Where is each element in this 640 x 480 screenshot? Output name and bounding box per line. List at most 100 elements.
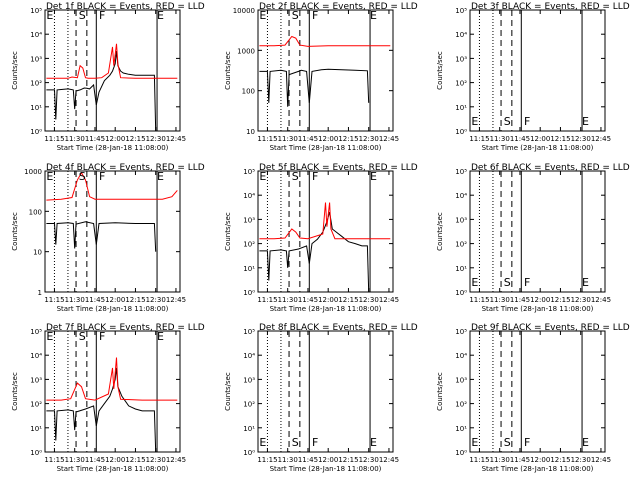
marker-label-S: S <box>504 115 511 128</box>
y-axis-label: Counts/sec <box>11 372 19 411</box>
x-tick-label: 11:15 <box>44 456 64 464</box>
y-axis-label: Counts/sec <box>436 51 444 90</box>
y-tick-label: 10¹ <box>30 425 42 433</box>
panel-title: Det 9f BLACK = Events, RED = LLD <box>471 323 630 333</box>
x-tick-label: 12:15 <box>125 135 145 143</box>
x-tick-label: 11:15 <box>257 296 277 304</box>
x-tick-label: 12:30 <box>359 135 379 143</box>
x-tick-label: 12:15 <box>125 456 145 464</box>
y-axis-label: Counts/sec <box>224 51 232 90</box>
marker-label-E: E <box>370 170 377 183</box>
x-tick-label: 12:15 <box>338 296 358 304</box>
panel-title: Det 5f BLACK = Events, RED = LLD <box>259 163 418 173</box>
x-axis-label: Start Time (28-Jan-18 11:08:00) <box>482 465 594 473</box>
x-tick-label: 12:00 <box>318 296 338 304</box>
marker-label-E: E <box>157 9 164 22</box>
x-tick-label: 12:45 <box>591 135 611 143</box>
panel-title: Det 1f BLACK = Events, RED = LLD <box>46 2 205 12</box>
y-tick-label: 10² <box>30 80 42 88</box>
y-tick-label: 10 <box>246 128 255 136</box>
plot-frame <box>469 9 606 132</box>
x-tick-label: 11:15 <box>44 135 64 143</box>
marker-label-E: E <box>46 9 53 22</box>
marker-label-F: F <box>524 436 530 449</box>
x-tick-label: 12:00 <box>530 135 550 143</box>
y-tick-label: 10000 <box>233 7 255 15</box>
y-tick-label: 10⁰ <box>243 449 255 457</box>
plot-frame <box>44 330 181 453</box>
marker-label-F: F <box>312 9 318 22</box>
y-tick-label: 10¹ <box>30 104 42 112</box>
y-tick-label: 10⁰ <box>455 128 467 136</box>
panel-title: Det 2f BLACK = Events, RED = LLD <box>259 2 418 12</box>
marker-label-S: S <box>504 436 511 449</box>
x-axis-label: Start Time (28-Jan-18 11:08:00) <box>57 465 169 473</box>
lld-series-line <box>46 171 178 201</box>
y-tick-label: 10⁴ <box>30 352 42 360</box>
x-tick-label: 12:15 <box>550 135 570 143</box>
panel-title: Det 8f BLACK = Events, RED = LLD <box>259 323 418 333</box>
y-tick-label: 10³ <box>455 376 467 384</box>
x-tick-label: 12:00 <box>318 456 338 464</box>
x-tick-label: 11:45 <box>85 296 105 304</box>
lld-series-line <box>46 43 178 79</box>
x-tick-label: 12:30 <box>146 296 166 304</box>
x-tick-label: 12:00 <box>530 296 550 304</box>
marker-label-S: S <box>504 276 511 289</box>
x-tick-label: 11:30 <box>65 135 85 143</box>
x-axis-label: Start Time (28-Jan-18 11:08:00) <box>482 305 594 313</box>
y-tick-label: 10⁵ <box>455 7 467 15</box>
y-tick-label: 10¹ <box>455 265 467 273</box>
panel-title: Det 7f BLACK = Events, RED = LLD <box>46 323 205 333</box>
x-tick-label: 12:00 <box>105 456 125 464</box>
y-tick-label: 10³ <box>243 376 255 384</box>
y-tick-label: 1 <box>38 289 42 297</box>
y-tick-label: 10⁰ <box>30 449 42 457</box>
x-tick-label: 12:15 <box>338 135 358 143</box>
x-tick-label: 11:30 <box>65 456 85 464</box>
y-tick-label: 10⁵ <box>455 328 467 336</box>
x-tick-label: 12:30 <box>359 456 379 464</box>
x-tick-label: 11:45 <box>85 135 105 143</box>
marker-label-S: S <box>79 9 86 22</box>
y-tick-label: 100 <box>29 208 42 216</box>
y-tick-label: 1000 <box>237 47 255 55</box>
panel-title: Det 6f BLACK = Events, RED = LLD <box>471 163 630 173</box>
y-tick-label: 10¹ <box>455 425 467 433</box>
marker-label-E: E <box>46 170 53 183</box>
marker-label-F: F <box>99 9 105 22</box>
x-tick-label: 11:30 <box>490 456 510 464</box>
events-series-line <box>259 211 370 293</box>
y-tick-label: 10⁴ <box>30 31 42 39</box>
marker-label-E: E <box>471 276 478 289</box>
x-tick-label: 12:45 <box>379 296 399 304</box>
x-tick-label: 12:15 <box>338 456 358 464</box>
x-tick-label: 11:15 <box>469 135 489 143</box>
x-tick-label: 12:00 <box>105 296 125 304</box>
y-tick-label: 10⁵ <box>455 168 467 176</box>
x-axis-label: Start Time (28-Jan-18 11:08:00) <box>482 144 594 152</box>
y-tick-label: 10³ <box>455 55 467 63</box>
x-tick-label: 11:30 <box>278 456 298 464</box>
plot-frame <box>44 9 181 132</box>
x-tick-label: 11:45 <box>298 135 318 143</box>
plot-frame <box>44 170 181 293</box>
y-tick-label: 10⁰ <box>455 449 467 457</box>
y-tick-label: 10³ <box>30 376 42 384</box>
x-tick-label: 11:45 <box>510 456 530 464</box>
y-tick-label: 10⁴ <box>243 352 255 360</box>
marker-label-E: E <box>259 170 266 183</box>
y-tick-label: 10⁰ <box>455 289 467 297</box>
x-tick-label: 12:00 <box>530 456 550 464</box>
marker-label-F: F <box>312 436 318 449</box>
y-tick-label: 10⁵ <box>243 328 255 336</box>
events-series-line <box>46 367 157 453</box>
y-tick-label: 10¹ <box>243 425 255 433</box>
x-tick-label: 11:45 <box>298 296 318 304</box>
x-tick-label: 12:30 <box>571 135 591 143</box>
